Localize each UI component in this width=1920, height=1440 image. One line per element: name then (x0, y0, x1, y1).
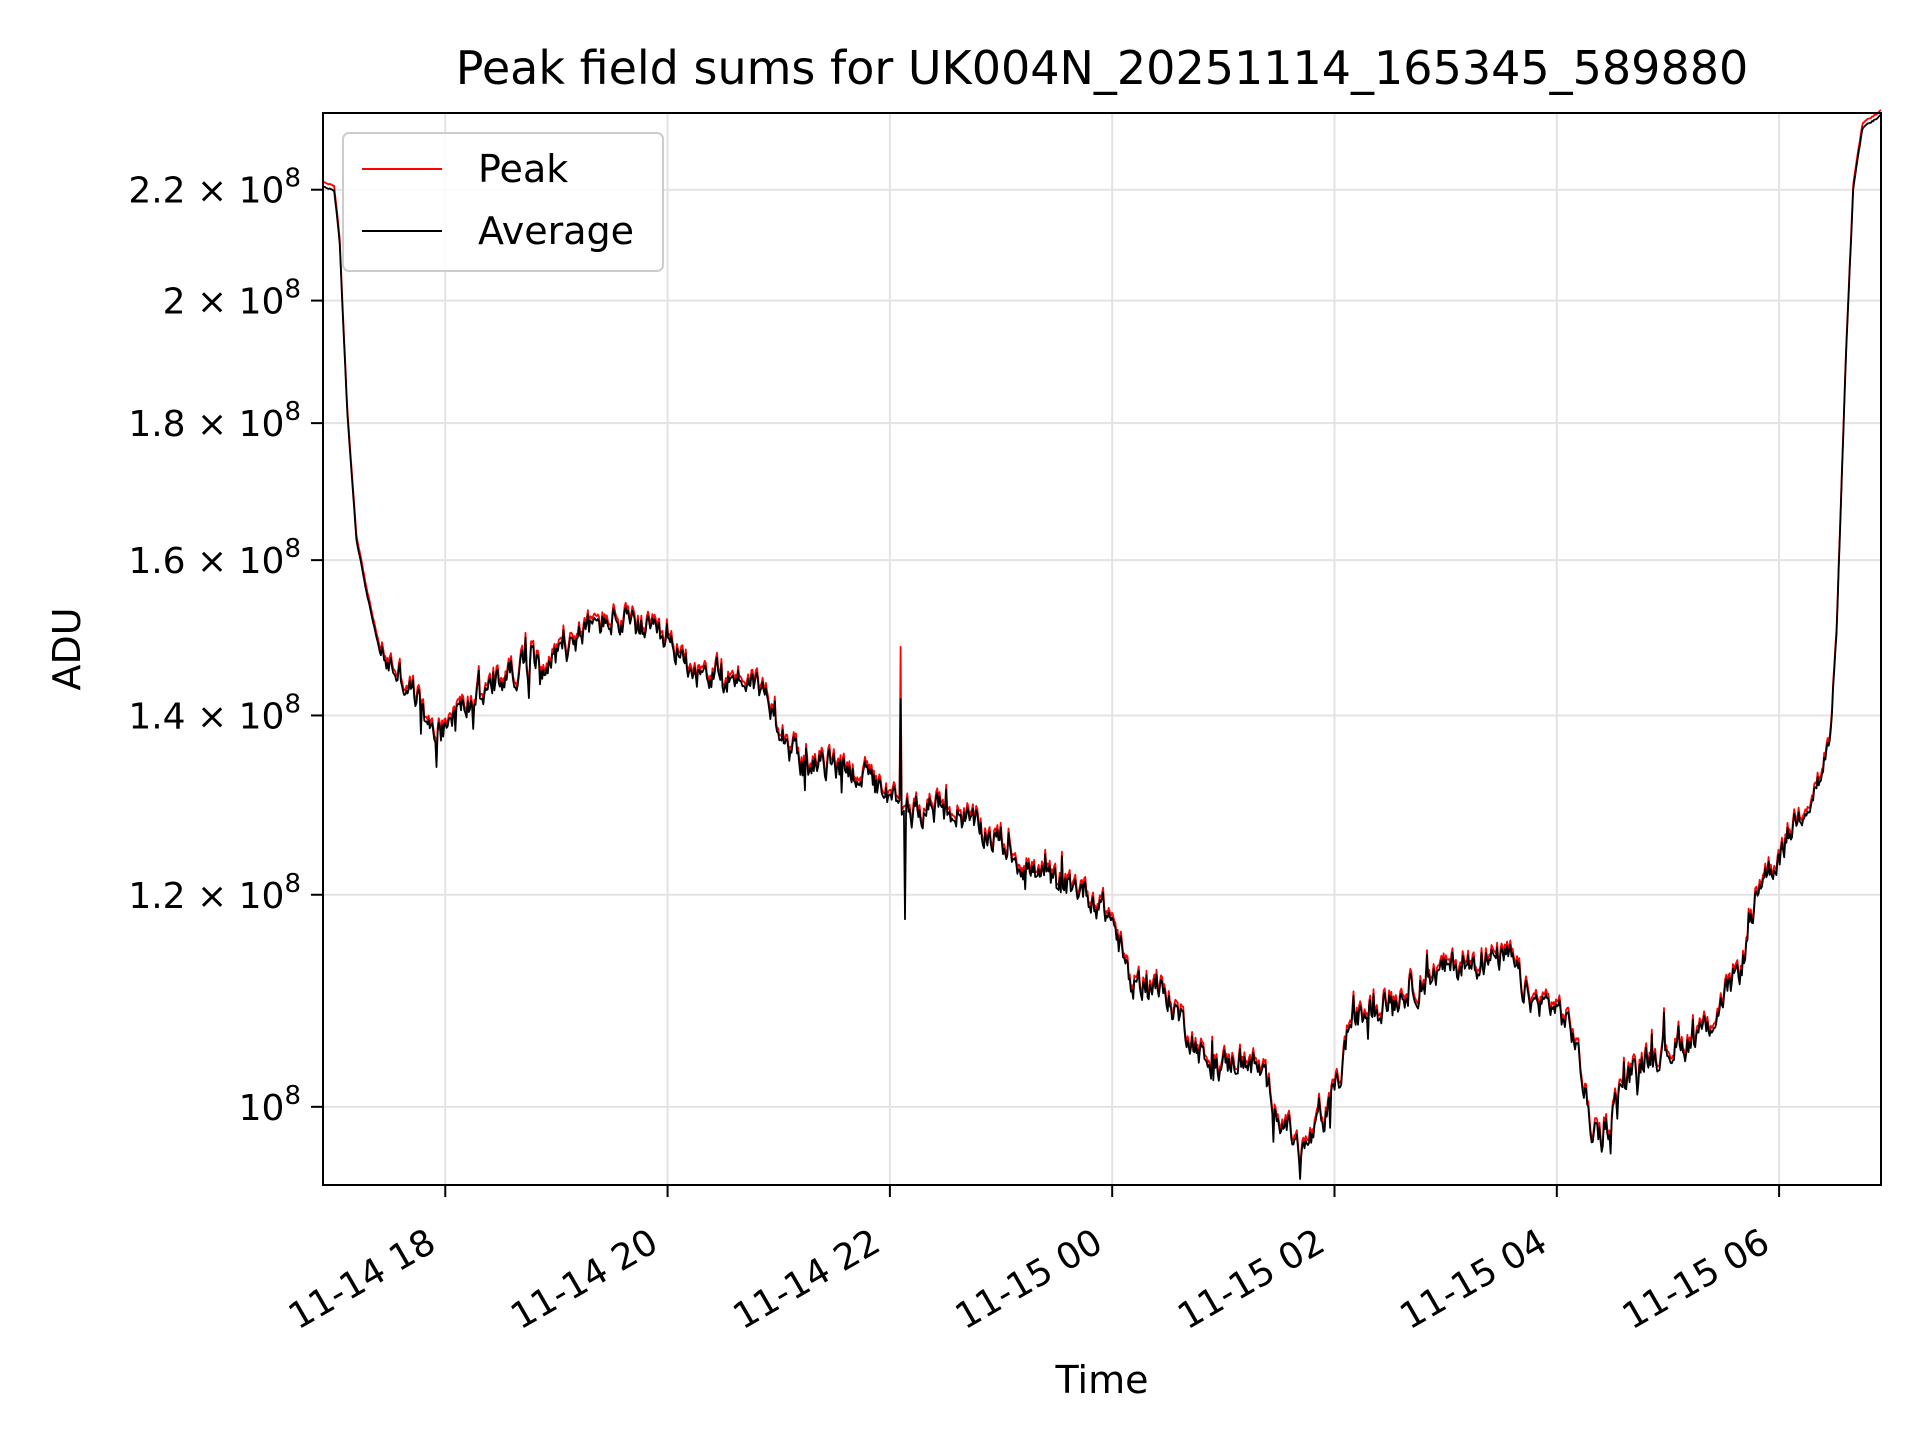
y-tick-exponent: 8 (284, 397, 301, 427)
y-tick-mantissa: 1.2 (128, 876, 185, 917)
x-axis-label: Time (1055, 1358, 1149, 1402)
y-tick-mantissa: 2 (163, 282, 186, 323)
y-tick-label: 1.8 × 108 (128, 397, 301, 445)
series-line-average (322, 113, 1882, 1180)
y-tick-label: 2 × 108 (163, 275, 301, 323)
grid (323, 113, 1881, 1185)
y-tick-mantissa: 1.6 (128, 541, 185, 582)
y-axis-label: ADU (45, 607, 89, 690)
y-tick-exponent: 8 (284, 534, 301, 564)
legend-label-peak: Peak (478, 147, 568, 191)
plot-frame (322, 112, 1882, 1186)
y-tick-label: 1.2 × 108 (128, 869, 301, 917)
legend-label-average: Average (478, 209, 634, 253)
legend-box (342, 132, 664, 272)
chart-title: Peak field sums for UK004N_20251114_1653… (456, 41, 1749, 95)
y-tick-label: 2.2 × 108 (128, 164, 301, 212)
y-tick-exponent: 8 (284, 869, 301, 899)
y-tick-exponent: 8 (284, 275, 301, 305)
y-tick-label: 1.4 × 108 (128, 689, 301, 737)
y-tick-label: 1.6 × 108 (128, 534, 301, 582)
y-tick-exponent: 8 (284, 1081, 301, 1111)
y-tick-exponent: 8 (284, 689, 301, 719)
y-tick-mantissa: 1.8 (128, 404, 185, 445)
y-tick-exponent: 8 (284, 164, 301, 194)
y-tick-mantissa: 2.2 (128, 171, 185, 212)
legend: Peak Average (342, 132, 664, 272)
series-layer (322, 109, 1882, 1180)
y-tick-mantissa: 1.4 (128, 696, 185, 737)
